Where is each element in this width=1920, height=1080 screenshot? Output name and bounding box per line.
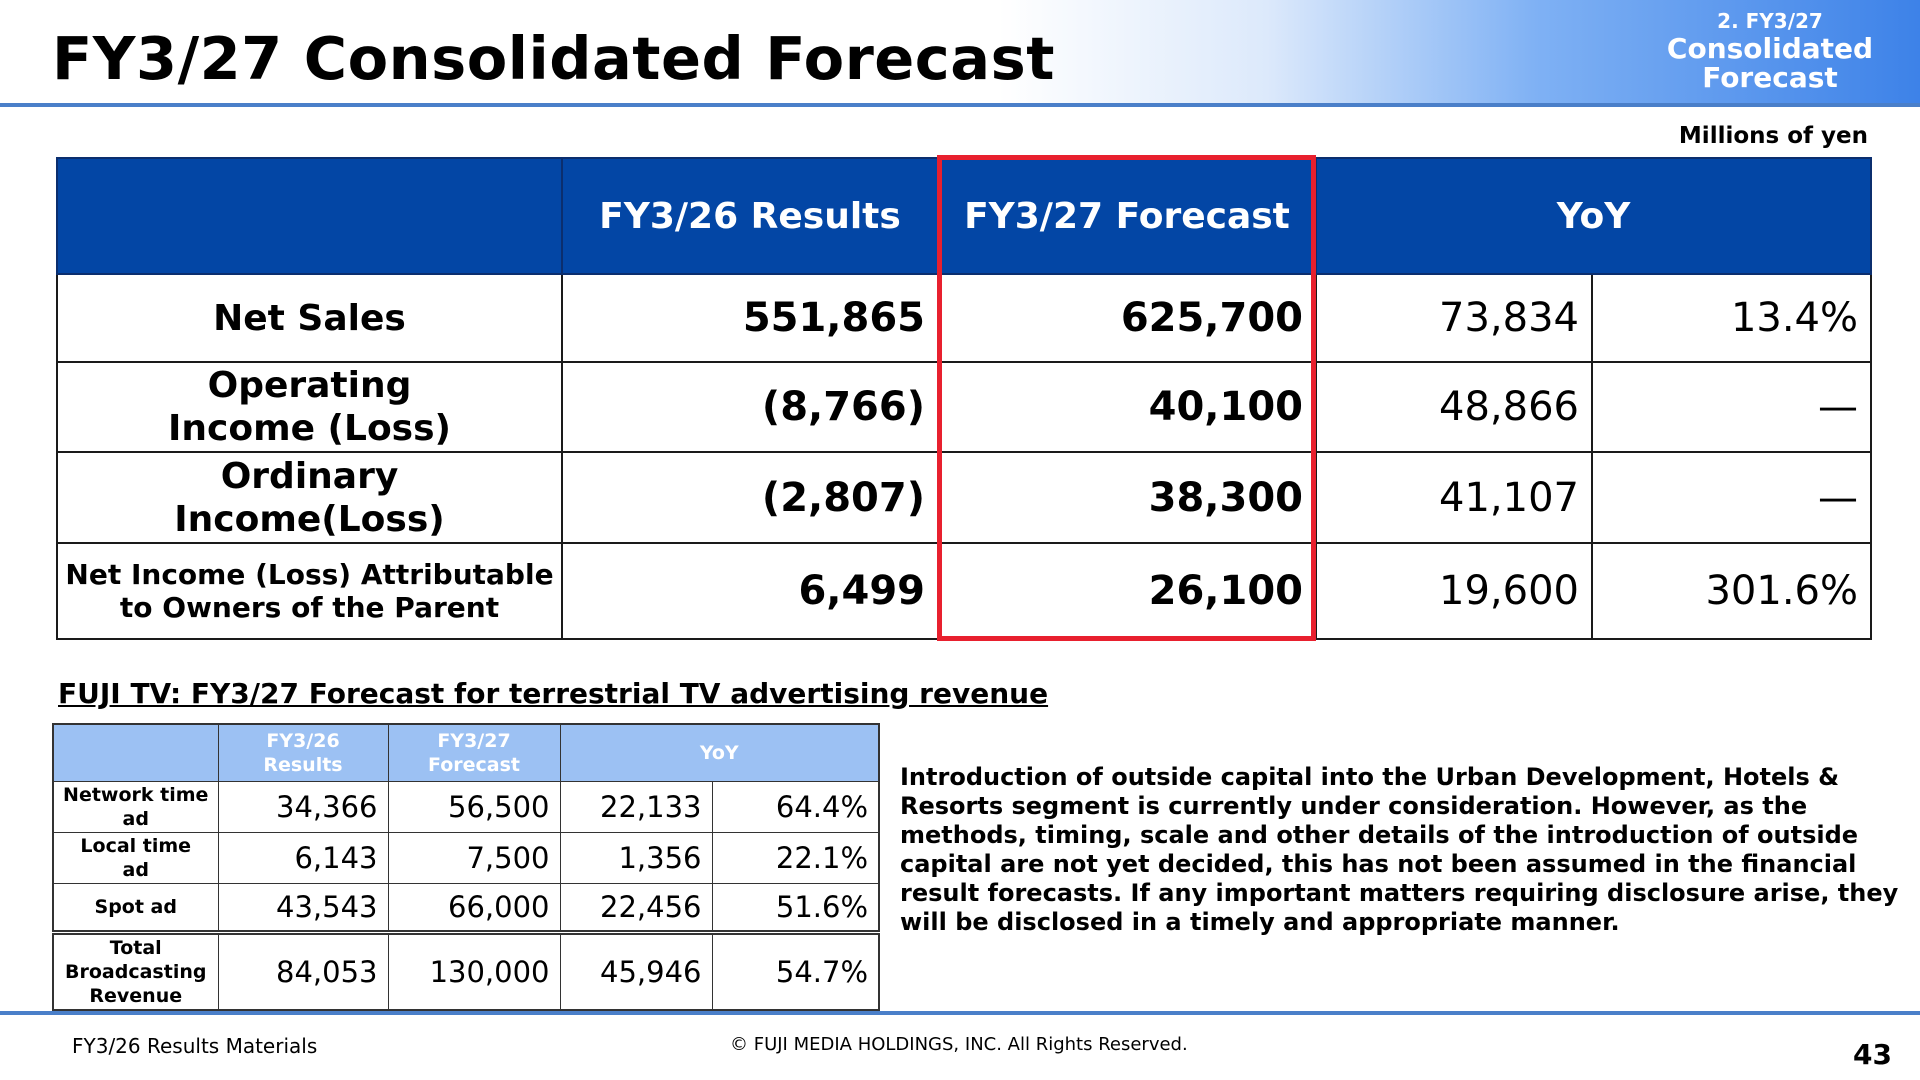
section-name-line1: Consolidated	[1666, 32, 1874, 65]
row-label-line: Total	[109, 937, 162, 959]
forecast-value: 7,500	[387, 832, 561, 884]
forecast-value: 66,000	[387, 883, 561, 933]
section-name-line2: Forecast	[1702, 61, 1838, 94]
table-header-row: FY3/26 Results FY3/27 Forecast YoY	[56, 157, 1873, 275]
yoy-percent: 54.7%	[711, 930, 880, 1011]
table-row: Net Sales 551,865 625,700 73,834 13.4%	[56, 272, 1873, 364]
header-line: FY3/26	[266, 730, 340, 752]
header-line: Results	[263, 754, 343, 776]
yoy-percent: —	[1590, 361, 1873, 454]
row-label-line: Net Income (Loss) Attributable	[65, 557, 554, 591]
yoy-percent: 22.1%	[711, 832, 880, 884]
yoy-amount: 19,600	[1315, 541, 1593, 641]
header-line: Forecast	[428, 754, 520, 776]
row-label-line: Broadcasting	[65, 961, 207, 983]
header-blank	[52, 723, 219, 782]
table-row: Ordinary Income(Loss) (2,807) 38,300 41,…	[56, 451, 1873, 544]
table-row: Local time ad 6,143 7,500 1,356 22.1%	[52, 832, 880, 884]
footer-document-name: FY3/26 Results Materials	[72, 1034, 318, 1058]
header-blank	[56, 157, 563, 275]
table-row: Network time ad 34,366 56,500 22,133 64.…	[52, 781, 880, 833]
results-value: 84,053	[217, 930, 389, 1011]
footer-copyright: © FUJI MEDIA HOLDINGS, INC. All Rights R…	[730, 1034, 1188, 1055]
forecast-value: 26,100	[937, 541, 1317, 641]
row-label: Spot ad	[52, 883, 219, 933]
yoy-percent: —	[1590, 451, 1873, 544]
row-label: Net Sales	[56, 272, 563, 364]
section-tag: 2. FY3/27 Consolidated Forecast	[1650, 8, 1890, 92]
table-row: Operating Income (Loss) (8,766) 40,100 4…	[56, 361, 1873, 454]
page-title: FY3/27 Consolidated Forecast	[52, 24, 1055, 93]
table-row: Spot ad 43,543 66,000 22,456 51.6%	[52, 883, 880, 933]
yoy-percent: 13.4%	[1590, 272, 1873, 364]
header-yoy: YoY	[1314, 157, 1873, 275]
forecast-value: 625,700	[937, 272, 1317, 364]
subsection-heading: FUJI TV: FY3/27 Forecast for terrestrial…	[58, 677, 1049, 710]
row-label: Operating Income (Loss)	[56, 361, 563, 454]
results-value: 6,143	[217, 832, 389, 884]
row-label-line: Ordinary	[220, 455, 399, 497]
table-row-total: Total Broadcasting Revenue 84,053 130,00…	[52, 930, 880, 1011]
row-label-line: to Owners of the Parent	[119, 590, 500, 624]
yoy-percent: 51.6%	[711, 883, 880, 933]
row-label: Local time ad	[52, 832, 219, 884]
yoy-amount: 73,834	[1315, 272, 1593, 364]
yoy-amount: 22,456	[559, 883, 713, 933]
disclosure-note: Introduction of outside capital into the…	[900, 763, 1899, 936]
yoy-percent: 301.6%	[1590, 541, 1873, 641]
yoy-amount: 41,107	[1315, 451, 1593, 544]
consolidated-forecast-table: FY3/26 Results FY3/27 Forecast YoY Net S…	[56, 157, 1873, 641]
row-label: Network time ad	[52, 781, 219, 833]
forecast-value: 40,100	[937, 361, 1317, 454]
row-label: Ordinary Income(Loss)	[56, 451, 563, 544]
forecast-value: 130,000	[387, 930, 561, 1011]
results-value: 43,543	[217, 883, 389, 933]
header-results: FY3/26 Results	[217, 723, 389, 782]
yoy-amount: 45,946	[559, 930, 713, 1011]
header-results: FY3/26 Results	[561, 157, 939, 275]
forecast-value: 38,300	[937, 451, 1317, 544]
row-label-line: Income (Loss)	[168, 408, 451, 450]
yoy-amount: 1,356	[559, 832, 713, 884]
row-label-line: Revenue	[89, 985, 183, 1007]
results-value: (8,766)	[561, 361, 939, 454]
forecast-value: 56,500	[387, 781, 561, 833]
footer-divider	[0, 1011, 1920, 1015]
results-value: 6,499	[561, 541, 939, 641]
results-value: (2,807)	[561, 451, 939, 544]
yoy-amount: 48,866	[1315, 361, 1593, 454]
row-label-line: Local time	[80, 835, 192, 857]
yoy-amount: 22,133	[559, 781, 713, 833]
header-yoy: YoY	[559, 723, 880, 782]
results-value: 34,366	[217, 781, 389, 833]
header-forecast: FY3/27 Forecast	[387, 723, 561, 782]
results-value: 551,865	[561, 272, 939, 364]
header-banner	[0, 0, 1920, 103]
row-label: Total Broadcasting Revenue	[52, 930, 219, 1011]
page-number: 43	[1853, 1038, 1892, 1071]
row-label-line: Operating	[207, 365, 412, 407]
row-label: Net Income (Loss) Attributable to Owners…	[56, 541, 563, 641]
ad-revenue-table: FY3/26 Results FY3/27 Forecast YoY Netwo…	[52, 723, 881, 1011]
table-row: Net Income (Loss) Attributable to Owners…	[56, 541, 1873, 641]
units-label: Millions of yen	[1678, 123, 1868, 149]
row-label-line: ad	[122, 859, 149, 881]
row-label-line: ad	[122, 808, 149, 830]
header-line: FY3/27	[437, 730, 511, 752]
row-label-line: Network time	[63, 784, 209, 806]
row-label-line: Income(Loss)	[174, 498, 445, 540]
yoy-percent: 64.4%	[711, 781, 880, 833]
table-header-row: FY3/26 Results FY3/27 Forecast YoY	[52, 723, 880, 782]
header-divider	[0, 103, 1920, 107]
section-number: 2. FY3/27	[1717, 9, 1823, 33]
header-forecast: FY3/27 Forecast	[937, 157, 1317, 275]
